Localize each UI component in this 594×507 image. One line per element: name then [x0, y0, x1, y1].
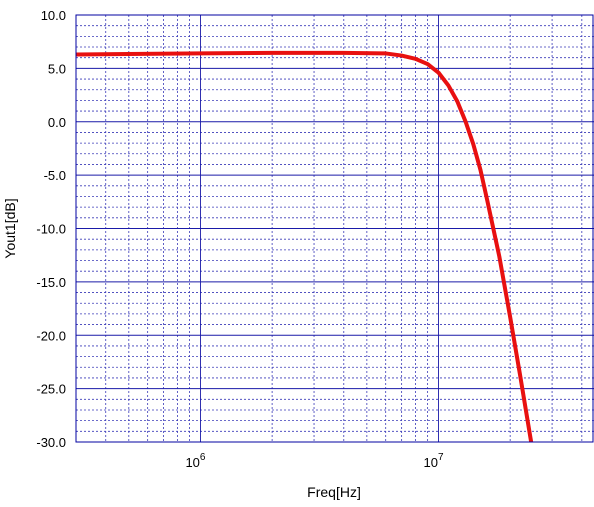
series-layer [75, 50, 534, 443]
x-tick-label: 106 [185, 452, 205, 470]
y-tick-label: -5.0 [44, 168, 66, 183]
y-tick-label: -15.0 [36, 275, 66, 290]
y-tick-labels: 10.0 5.0 0.0 -5.0 -10.0 -15.0 -20.0 -25.0 -30.0 [36, 8, 66, 450]
x-tick-labels: 106 107 [185, 452, 444, 470]
y-tick-label: 5.0 [48, 61, 66, 76]
x-axis-label: Freq[Hz] [307, 484, 361, 500]
y-tick-label: -10.0 [36, 222, 66, 237]
y-tick-label: -30.0 [36, 435, 66, 450]
series-line-1 [75, 50, 534, 443]
y-tick-label: -20.0 [36, 328, 66, 343]
y-tick-label: 10.0 [41, 8, 66, 23]
y-axis-label: Yout1[dB] [2, 198, 18, 258]
y-tick-label: 0.0 [48, 115, 66, 130]
x-tick-label: 107 [423, 452, 443, 470]
y-tick-label: -25.0 [36, 382, 66, 397]
plot-frame [75, 14, 594, 443]
major-gridlines [76, 15, 594, 442]
